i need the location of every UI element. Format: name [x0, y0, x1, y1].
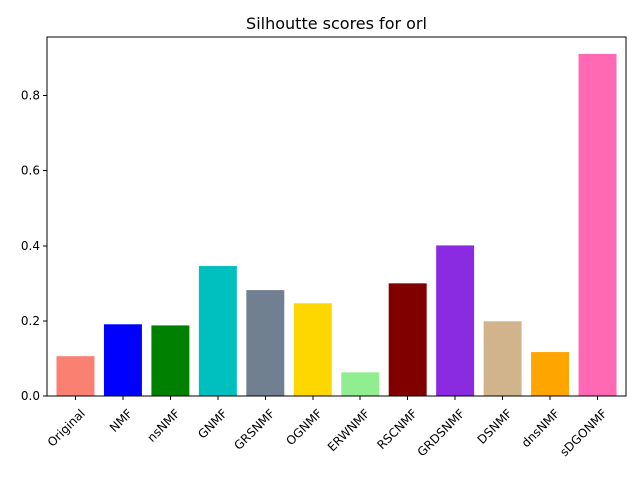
bar-nsnmf	[151, 325, 190, 396]
y-tick-label: 0.8	[21, 89, 40, 103]
x-tick-label: GRSNMF	[231, 406, 277, 452]
y-tick-label: 0.0	[21, 389, 40, 403]
x-tick-label: RSCNMF	[374, 406, 420, 452]
bar-rscnmf	[388, 283, 427, 396]
plot-frame	[46, 36, 627, 397]
bar-erwnmf	[341, 372, 380, 396]
bar-nmf	[103, 324, 142, 396]
y-tick-label: 0.2	[21, 314, 40, 328]
y-axis: 0.0 0.2 0.4 0.6 0.8	[21, 89, 47, 403]
bar-sdgonmf	[578, 53, 617, 397]
chart-title: Silhoutte scores for orl	[246, 14, 427, 33]
x-tick-label: GNMF	[195, 406, 230, 441]
bar-dnsnmf	[531, 352, 570, 396]
bar-dsnmf	[483, 321, 522, 396]
x-tick-label: dnsNMF	[519, 406, 563, 450]
x-tick-label: GRDSNMF	[415, 406, 468, 459]
x-tick-label: NMF	[107, 406, 136, 435]
x-tick-label: nsNMF	[144, 406, 182, 444]
bar-grsnmf	[246, 290, 285, 396]
x-tick-label: sDGONMF	[557, 406, 610, 459]
y-tick-label: 0.6	[21, 164, 40, 178]
x-tick-label: ERWNMF	[325, 406, 373, 454]
y-tick-label: 0.4	[21, 239, 40, 253]
bars-group	[56, 53, 617, 397]
x-tick-label: DSNMF	[475, 406, 515, 446]
x-axis: Original NMF nsNMF GNMF GRSNMF OGNMF ERWNMF RSC…	[45, 396, 610, 459]
bar-grdsnmf	[436, 245, 475, 396]
x-tick-label: OGNMF	[283, 406, 325, 448]
x-tick-label: Original	[45, 406, 88, 449]
bar-original	[56, 356, 95, 396]
bar-ognmf	[293, 303, 332, 396]
bar-gnmf	[198, 266, 237, 396]
